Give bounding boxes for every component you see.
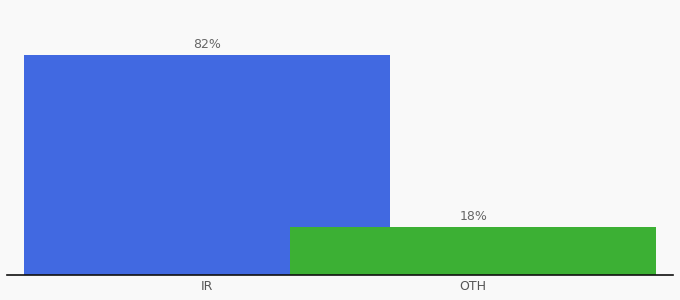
Text: 18%: 18% — [459, 210, 487, 223]
Bar — [290, 227, 656, 275]
Text: 82%: 82% — [193, 38, 221, 51]
Bar — [24, 55, 390, 275]
